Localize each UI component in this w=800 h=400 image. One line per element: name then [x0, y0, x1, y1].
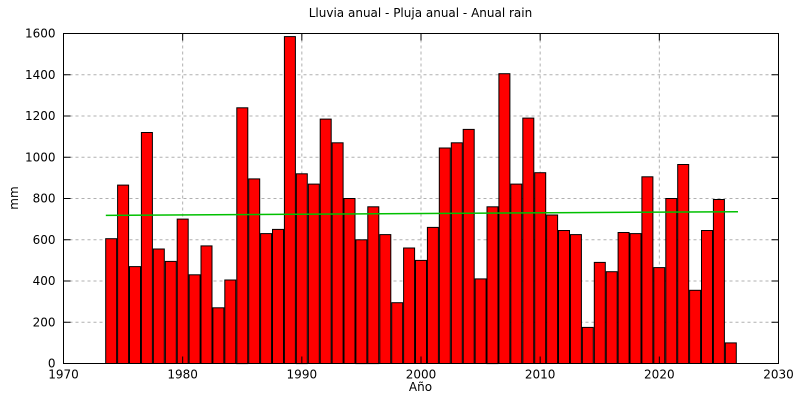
y-tick-label: 1600 [25, 27, 56, 41]
x-tick-label: 2000 [406, 368, 437, 382]
bar-2004 [462, 128, 475, 364]
x-tick-label: 2030 [763, 368, 794, 382]
x-tick-label: 1990 [287, 368, 318, 382]
bar-2023 [689, 289, 702, 364]
bar-2007 [498, 73, 511, 364]
y-tick-label: 1000 [25, 150, 56, 164]
bar-1987 [260, 233, 273, 364]
bar-1977 [140, 132, 153, 364]
x-tick-label: 2020 [644, 368, 675, 382]
x-axis-label: Año [408, 380, 433, 394]
x-tick-label: 1980 [167, 368, 198, 382]
y-tick-label: 400 [33, 274, 56, 288]
x-tick-label: 2010 [525, 368, 556, 382]
y-tick-label: 800 [33, 192, 56, 206]
bar-2021 [665, 198, 678, 364]
bar-1989 [283, 36, 296, 364]
bar-2006 [486, 206, 499, 365]
bar-1984 [224, 279, 237, 364]
y-tick-label: 0 [48, 357, 56, 371]
bar-2026 [724, 342, 737, 364]
bar-1996 [367, 206, 380, 365]
trend-line [105, 210, 738, 217]
bar-2015 [593, 261, 606, 364]
x-tick-label: 1970 [48, 368, 79, 382]
y-tick-label: 1200 [25, 109, 56, 123]
bar-1992 [319, 118, 332, 364]
bar-2008 [510, 183, 523, 364]
bar-2011 [546, 214, 559, 364]
y-tick-label: 200 [33, 315, 56, 329]
bar-2012 [558, 230, 570, 364]
bar-1991 [307, 183, 320, 364]
bar-2022 [677, 164, 690, 364]
bar-2003 [450, 142, 463, 364]
bar-2000 [415, 259, 427, 364]
bar-2018 [629, 233, 642, 364]
bar-2020 [653, 267, 666, 365]
bar-1990 [295, 173, 308, 365]
bar-2024 [701, 230, 713, 364]
bar-2014 [581, 326, 594, 364]
bar-1983 [212, 307, 225, 364]
bar-1981 [188, 274, 201, 364]
bar-2013 [569, 234, 582, 364]
bar-1982 [200, 245, 213, 364]
bar-1986 [248, 178, 261, 364]
bar-1974 [105, 238, 118, 364]
bar-1994 [343, 198, 356, 364]
y-tick-label: 600 [33, 233, 56, 247]
bar-1993 [331, 142, 344, 364]
bar-2002 [438, 147, 451, 364]
bar-2001 [426, 226, 439, 364]
bar-1998 [391, 302, 404, 365]
bar-1988 [272, 228, 284, 364]
bar-2009 [522, 117, 535, 364]
bar-1978 [152, 248, 165, 364]
bar-1995 [355, 239, 368, 365]
bar-1997 [379, 234, 392, 364]
bar-1999 [403, 247, 416, 364]
bar-1980 [176, 218, 189, 364]
bar-2010 [534, 172, 547, 364]
y-tick-label: 1400 [25, 68, 56, 82]
bar-1985 [236, 107, 249, 365]
bar-2005 [474, 278, 487, 364]
bar-2017 [617, 232, 630, 364]
bar-2025 [712, 199, 725, 364]
bar-2019 [641, 176, 654, 364]
bar-1975 [117, 184, 130, 364]
bar-2016 [605, 271, 618, 365]
chart-title: Lluvia anual - Pluja anual - Anual rain [308, 6, 533, 20]
bar-1976 [129, 266, 141, 365]
bar-1979 [164, 260, 177, 364]
